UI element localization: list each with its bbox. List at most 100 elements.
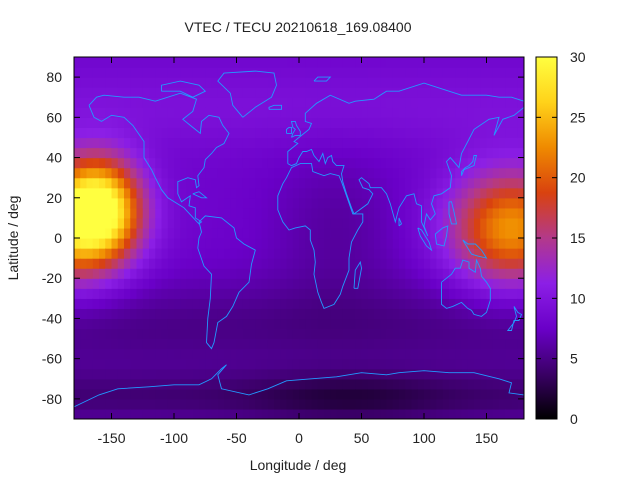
heatmap-cell bbox=[286, 107, 294, 118]
heatmap-cell bbox=[211, 147, 219, 159]
heatmap-cell bbox=[455, 97, 463, 108]
heatmap-cell bbox=[455, 227, 463, 239]
heatmap-cell bbox=[230, 248, 238, 259]
heatmap-cell bbox=[380, 268, 388, 279]
heatmap-cell bbox=[386, 308, 394, 320]
heatmap-cell bbox=[480, 348, 488, 360]
heatmap-cell bbox=[74, 117, 81, 128]
heatmap-cell bbox=[199, 127, 206, 139]
heatmap-cell bbox=[299, 187, 306, 199]
heatmap-cell bbox=[217, 288, 225, 299]
heatmap-cell bbox=[380, 368, 388, 380]
heatmap-cell bbox=[236, 278, 244, 289]
heatmap-cell bbox=[217, 338, 225, 350]
heatmap-cell bbox=[442, 197, 450, 209]
heatmap-cell bbox=[499, 278, 506, 289]
heatmap-cell bbox=[286, 157, 294, 169]
heatmap-cell bbox=[367, 197, 375, 209]
heatmap-cell bbox=[442, 278, 450, 289]
heatmap-cell bbox=[430, 217, 438, 229]
heatmap-cell bbox=[492, 278, 500, 289]
heatmap-cell bbox=[467, 107, 475, 118]
heatmap-cell bbox=[424, 187, 431, 199]
heatmap-cell bbox=[174, 207, 181, 219]
heatmap-cell bbox=[105, 87, 113, 98]
heatmap-cell bbox=[242, 167, 250, 179]
heatmap-cell bbox=[149, 57, 156, 68]
heatmap-cell bbox=[405, 238, 413, 249]
heatmap-cell bbox=[311, 227, 319, 239]
heatmap-cell bbox=[205, 197, 213, 209]
heatmap-cell bbox=[474, 358, 481, 370]
heatmap-cell bbox=[367, 398, 375, 410]
heatmap-cell bbox=[449, 388, 456, 400]
heatmap-cell bbox=[117, 378, 125, 390]
heatmap-cell bbox=[380, 348, 388, 360]
heatmap-cell bbox=[105, 358, 113, 370]
colorbar-tick-label: 5 bbox=[570, 351, 578, 367]
heatmap-cell bbox=[292, 187, 300, 199]
heatmap-cell bbox=[361, 258, 369, 269]
heatmap-cell bbox=[474, 378, 481, 390]
heatmap-cell bbox=[211, 398, 219, 410]
heatmap-cell bbox=[180, 408, 188, 419]
heatmap-cell bbox=[224, 187, 231, 199]
heatmap-cell bbox=[136, 97, 144, 108]
heatmap-cell bbox=[392, 288, 400, 299]
heatmap-cell bbox=[474, 127, 481, 139]
heatmap-cell bbox=[499, 97, 506, 108]
heatmap-cell bbox=[136, 217, 144, 229]
heatmap-cell bbox=[211, 348, 219, 360]
heatmap-cell bbox=[136, 278, 144, 289]
coastline-greenland bbox=[217, 70, 277, 118]
heatmap-cell bbox=[230, 127, 238, 139]
heatmap-cell bbox=[224, 147, 231, 159]
heatmap-cell bbox=[411, 358, 419, 370]
heatmap-cell bbox=[392, 117, 400, 128]
heatmap-cell bbox=[249, 368, 256, 380]
heatmap-cell bbox=[224, 238, 231, 249]
heatmap-cell bbox=[486, 268, 494, 279]
heatmap-cell bbox=[230, 187, 238, 199]
heatmap-cell bbox=[386, 248, 394, 259]
heatmap-cell bbox=[424, 67, 431, 78]
heatmap-cell bbox=[336, 77, 344, 88]
heatmap-cell bbox=[392, 318, 400, 330]
heatmap-cell bbox=[136, 338, 144, 350]
heatmap-cell bbox=[80, 298, 88, 309]
heatmap-cell bbox=[186, 57, 194, 68]
heatmap-cell bbox=[211, 338, 219, 350]
heatmap-cell bbox=[399, 127, 406, 139]
heatmap-cell bbox=[242, 408, 250, 419]
heatmap-cell bbox=[149, 217, 156, 229]
heatmap-cell bbox=[261, 57, 269, 68]
heatmap-cell bbox=[474, 77, 481, 88]
heatmap-cell bbox=[199, 227, 206, 239]
heatmap-cell bbox=[105, 328, 113, 340]
heatmap-cell bbox=[117, 358, 125, 370]
heatmap-cell bbox=[230, 348, 238, 360]
heatmap-cell bbox=[411, 258, 419, 269]
y-tick-label: 60 bbox=[46, 109, 62, 125]
heatmap-cell bbox=[286, 147, 294, 159]
heatmap-cell bbox=[130, 388, 138, 400]
heatmap-cell bbox=[174, 127, 181, 139]
heatmap-cell bbox=[467, 338, 475, 350]
heatmap-cell bbox=[217, 217, 225, 229]
heatmap-cell bbox=[267, 137, 275, 149]
heatmap-cell bbox=[286, 288, 294, 299]
heatmap-cell bbox=[330, 207, 338, 219]
heatmap-cell bbox=[374, 217, 381, 229]
heatmap-cell bbox=[461, 57, 469, 68]
heatmap-cell bbox=[199, 77, 206, 88]
heatmap-cell bbox=[499, 368, 506, 380]
heatmap-cell bbox=[286, 268, 294, 279]
heatmap-cell bbox=[417, 147, 425, 159]
heatmap-cell bbox=[99, 268, 106, 279]
heatmap-cell bbox=[430, 227, 438, 239]
heatmap-cell bbox=[205, 378, 213, 390]
heatmap-cell bbox=[411, 127, 419, 139]
heatmap-cell bbox=[449, 398, 456, 410]
heatmap-cell bbox=[449, 197, 456, 209]
heatmap-cell bbox=[267, 408, 275, 419]
